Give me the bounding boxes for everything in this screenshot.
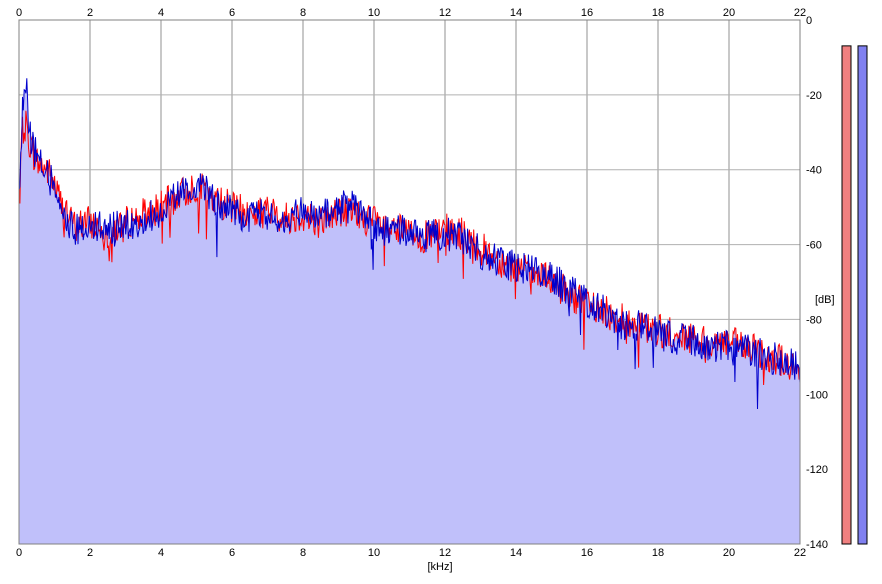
x-tick-label-top: 10 bbox=[368, 7, 380, 19]
x-tick-label-bottom: 2 bbox=[87, 547, 93, 559]
x-tick-label-bottom: 10 bbox=[368, 547, 380, 559]
x-tick-label-top: 20 bbox=[723, 7, 735, 19]
x-tick-label-top: 6 bbox=[229, 7, 235, 19]
series-layer bbox=[18, 78, 801, 410]
y-tick-label: 0 bbox=[806, 15, 812, 27]
spectrum-fill bbox=[19, 78, 800, 545]
y-tick-label: -40 bbox=[806, 165, 822, 177]
x-tick-label-bottom: 20 bbox=[723, 547, 735, 559]
x-tick-label-top: 2 bbox=[87, 7, 93, 19]
y-ticks: 0 -20 -40 -60 -80 -100 -120 -140 bbox=[806, 15, 828, 551]
y-tick-label: -120 bbox=[806, 464, 828, 476]
x-tick-label-bottom: 14 bbox=[510, 547, 522, 559]
x-ticks-bottom: 0 2 4 6 8 10 12 14 16 18 20 22 bbox=[16, 547, 806, 559]
x-tick-label-top: 4 bbox=[158, 7, 164, 19]
x-tick-label-bottom: 18 bbox=[652, 547, 664, 559]
x-tick-label-bottom: 16 bbox=[581, 547, 593, 559]
x-tick-label-bottom: 12 bbox=[439, 547, 451, 559]
y-tick-label: -60 bbox=[806, 240, 822, 252]
level-meters bbox=[841, 45, 868, 545]
x-tick-label-top: 18 bbox=[652, 7, 664, 19]
x-tick-label-bottom: 6 bbox=[229, 547, 235, 559]
x-tick-label-top: 16 bbox=[581, 7, 593, 19]
level-meter-bar bbox=[857, 45, 868, 545]
x-tick-label-top: 8 bbox=[300, 7, 306, 19]
level-meter-bar bbox=[841, 45, 852, 545]
plot-border bbox=[18, 19, 801, 545]
x-axis-label: [kHz] bbox=[427, 561, 452, 573]
x-tick-label-bottom: 8 bbox=[300, 547, 306, 559]
x-tick-label-top: 0 bbox=[16, 7, 22, 19]
y-tick-label: -100 bbox=[806, 389, 828, 401]
x-tick-label-top: 14 bbox=[510, 7, 522, 19]
x-tick-label-bottom: 4 bbox=[158, 547, 164, 559]
x-tick-label-bottom: 22 bbox=[794, 547, 806, 559]
x-tick-label-bottom: 0 bbox=[16, 547, 22, 559]
spectrum-area bbox=[19, 78, 800, 545]
y-tick-label: -80 bbox=[806, 314, 822, 326]
x-ticks-top: 0 2 4 6 8 10 12 14 16 18 20 22 bbox=[16, 7, 806, 19]
y-tick-label: -140 bbox=[806, 539, 828, 551]
x-tick-label-top: 22 bbox=[794, 7, 806, 19]
x-tick-label-top: 12 bbox=[439, 7, 451, 19]
series-line-blue bbox=[18, 78, 801, 410]
y-tick-label: -20 bbox=[806, 90, 822, 102]
y-axis-label: [dB] bbox=[815, 294, 835, 306]
